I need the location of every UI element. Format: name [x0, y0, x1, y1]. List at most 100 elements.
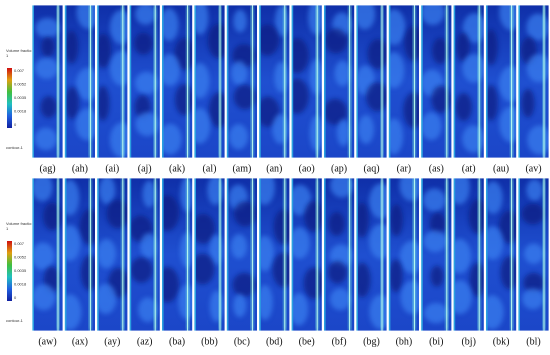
swirl: [98, 178, 116, 205]
panel: (bg): [355, 177, 388, 347]
panel: (aj): [128, 4, 161, 174]
left-wall: [226, 178, 229, 331]
swirl: [423, 230, 448, 253]
panel-image: [161, 5, 193, 158]
panel-label: (aw): [38, 336, 56, 347]
panel-label: (ai): [105, 163, 119, 174]
swirl: [64, 224, 81, 261]
panel-border: [355, 4, 388, 159]
swirl: [135, 5, 157, 25]
swirl: [453, 178, 470, 205]
left-wall: [96, 178, 99, 331]
jet-core: [57, 5, 59, 158]
swirl: [485, 226, 504, 260]
panel-image: [518, 178, 549, 331]
swirl: [135, 71, 158, 95]
panel: (aw): [31, 177, 64, 347]
panel: (ah): [64, 4, 96, 174]
panel-label: (bj): [461, 336, 475, 347]
panel-label: (ao): [299, 163, 315, 174]
panel: (az): [128, 177, 161, 347]
left-wall: [161, 5, 164, 158]
swirl: [485, 84, 498, 121]
swirl: [230, 233, 248, 259]
colorbar-tick: 0.007: [14, 68, 25, 73]
jet-core: [478, 5, 480, 158]
swirl: [96, 283, 117, 315]
panel-border: [96, 177, 129, 332]
panel-image: [518, 5, 549, 158]
panel-border: [485, 177, 518, 332]
panel-image: [129, 5, 161, 158]
swirl: [526, 179, 543, 201]
panel-image: [323, 178, 355, 331]
panel-border: [290, 177, 323, 332]
swirl: [194, 62, 210, 99]
swirl: [521, 88, 535, 118]
panel: (bf): [323, 177, 356, 347]
left-wall: [194, 178, 196, 331]
jet-core: [284, 178, 286, 331]
panel-border: [323, 177, 356, 332]
panel-image: [453, 5, 485, 158]
colorbar-tick: 0.0035: [14, 268, 27, 273]
panel-border: [420, 177, 453, 332]
left-wall: [453, 5, 456, 158]
jet-core: [543, 178, 545, 331]
panel-border: [517, 177, 550, 332]
swirl: [485, 181, 503, 214]
panel: (bd): [258, 177, 291, 347]
panel-label: (bi): [429, 336, 443, 347]
panel: (aq): [355, 4, 388, 174]
left-wall: [258, 5, 261, 158]
content: Volume fraction10.0070.00520.00350.00180…: [3, 4, 550, 347]
panel-image: [485, 178, 517, 331]
swirl: [356, 5, 376, 30]
left-wall: [258, 178, 261, 331]
panel-label: (am): [232, 163, 251, 174]
swirl: [178, 284, 193, 320]
panel-border: [258, 177, 291, 332]
panel-label: (ak): [169, 163, 185, 174]
jet-core: [349, 5, 351, 158]
left-wall: [485, 5, 488, 158]
swirl: [485, 29, 498, 66]
panel-border: [387, 4, 420, 159]
panel-border: [355, 177, 388, 332]
panel: (ak): [161, 4, 194, 174]
panel-border: [420, 4, 453, 159]
swirl: [388, 118, 404, 155]
swirl: [328, 211, 345, 236]
jet-core: [89, 5, 91, 158]
panel-border: [225, 177, 258, 332]
swirl: [130, 257, 153, 283]
left-wall: [420, 178, 423, 331]
swirl: [431, 85, 451, 114]
panel-label: (ay): [104, 336, 120, 347]
panel-border: [387, 177, 420, 332]
swirl: [308, 5, 323, 35]
panel-border: [96, 4, 129, 159]
panel-label: (av): [525, 163, 541, 174]
jet-core: [187, 178, 189, 331]
swirl: [468, 199, 485, 234]
swirl: [388, 259, 403, 293]
swirl: [64, 294, 82, 331]
panel-label: (ag): [39, 163, 55, 174]
swirl: [526, 13, 549, 41]
legend-title: Volume fraction: [6, 48, 34, 53]
panel: (bl): [517, 177, 550, 347]
swirl: [291, 227, 310, 259]
swirl: [142, 180, 156, 208]
swirl: [304, 200, 323, 232]
panel-image: [388, 5, 420, 158]
jet-core: [446, 178, 448, 331]
panel: (ai): [96, 4, 129, 174]
swirl: [462, 53, 485, 83]
jet-core: [478, 178, 480, 331]
swirl: [389, 204, 403, 237]
panel-image: [32, 178, 63, 331]
panel-border: [31, 177, 64, 332]
left-wall: [129, 5, 132, 158]
swirl: [106, 199, 128, 229]
